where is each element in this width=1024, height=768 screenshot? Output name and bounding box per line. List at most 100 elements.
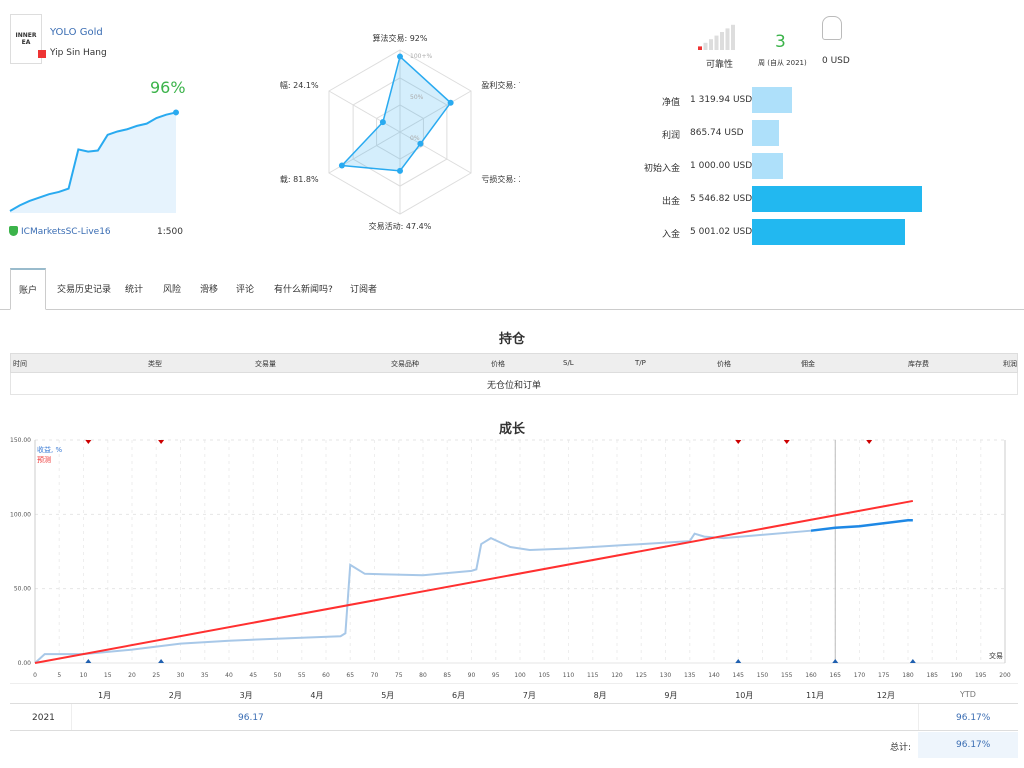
month-label: 4月 <box>310 691 324 700</box>
tab-2[interactable]: 统计 <box>125 285 144 295</box>
reliability-bar <box>725 28 730 50</box>
x-tick-label: 45 <box>249 672 257 679</box>
x-tick-label: 70 <box>371 672 379 679</box>
reliability-bar <box>714 35 719 50</box>
month-label: 5月 <box>381 691 395 700</box>
balance-label: 出金 <box>661 197 680 207</box>
positions-empty-row: 无仓位和订单 <box>10 373 1018 395</box>
series-line-1 <box>810 519 913 532</box>
tab-bar: 账户 交易历史记录 统计 风险 滑移 评论 有什么新闻吗? 订阅者 <box>0 268 1024 310</box>
column-header[interactable]: 利润 <box>1003 360 1017 368</box>
x-tick-label: 40 <box>225 672 233 679</box>
leverage: 1:500 <box>157 227 183 237</box>
deposit-marker <box>158 659 165 663</box>
withdrawal-marker <box>866 440 873 444</box>
total-value: 96.17% <box>918 732 1018 758</box>
x-tick-label: 55 <box>298 672 306 679</box>
radar-point <box>379 119 386 126</box>
x-tick-label: 115 <box>587 672 599 679</box>
tab-5[interactable]: 评论 <box>236 285 255 295</box>
radar-label: 最大跌幅: 24.1% <box>280 80 319 90</box>
tab-1[interactable]: 交易历史记录 <box>57 285 112 295</box>
radar-point <box>447 99 454 106</box>
balance-value: 1 319.94 USD <box>690 95 753 105</box>
column-header[interactable]: 时间 <box>13 360 27 368</box>
x-tick-label: 15 <box>104 672 112 679</box>
subscribers-icon <box>822 16 842 40</box>
tab-3[interactable]: 风险 <box>163 285 182 295</box>
balance-bar <box>752 87 793 113</box>
radar-point <box>338 162 345 169</box>
x-tick-label: 10 <box>80 672 88 679</box>
x-tick-label: 155 <box>781 672 793 679</box>
author-name[interactable]: Yip Sin Hang <box>50 48 107 58</box>
reliability-bar <box>703 42 708 50</box>
balance-value: 5 001.02 USD <box>690 227 753 237</box>
radar-label: 算法交易: 92% <box>372 33 427 43</box>
x-tick-label: 105 <box>539 672 551 679</box>
radar-point <box>397 53 403 60</box>
column-header[interactable]: 类型 <box>148 360 162 368</box>
month-label: 7月 <box>522 691 536 700</box>
balance-label: 利润 <box>661 131 680 141</box>
x-tick-label: 5 <box>57 672 61 679</box>
column-header[interactable]: 价格 <box>717 360 731 368</box>
signal-name[interactable]: YOLO Gold <box>50 27 103 38</box>
radar-scale-label: 100+% <box>410 53 432 60</box>
withdrawal-marker <box>735 440 742 444</box>
balance-value: 5 546.82 USD <box>690 194 753 204</box>
total-label: 总计: <box>890 743 912 753</box>
column-header[interactable]: S/L <box>563 359 574 367</box>
x-tick-label: 195 <box>975 672 987 679</box>
logo-text: INNER EA <box>15 32 37 46</box>
x-tick-label: 65 <box>346 672 354 679</box>
divider <box>71 704 72 730</box>
x-tick-label: 35 <box>201 672 209 679</box>
tab-0[interactable]: 账户 <box>10 268 46 310</box>
balance-label: 初始入金 <box>643 164 680 174</box>
withdrawal-marker <box>783 440 790 444</box>
x-tick-label: 135 <box>684 672 696 679</box>
x-tick-label: 145 <box>733 672 745 679</box>
radar-scale-label: 0% <box>410 135 420 142</box>
y-tick-label: 0.00 <box>18 660 32 667</box>
radar-chart: 算法交易: 92% 盈利交易: 71.3% 亏损交易: 28.7% 交易活动: 47.… <box>280 33 520 231</box>
x-tick-label: 30 <box>177 672 185 679</box>
series-line-2 <box>34 499 914 664</box>
balance-value: 1 000.00 USD <box>690 161 753 171</box>
column-header[interactable]: 佣金 <box>801 360 815 368</box>
reliability-bar <box>731 24 735 50</box>
growth-percent: 96% <box>150 78 186 97</box>
balance-bar <box>752 219 906 245</box>
tab-4[interactable]: 滑移 <box>200 285 219 295</box>
verified-shield-icon <box>9 226 18 236</box>
column-header[interactable]: 交易品种 <box>391 360 419 368</box>
reliability-bar <box>709 39 713 50</box>
ytd-value: 96.17% <box>956 713 991 723</box>
reliability-icon <box>698 24 735 50</box>
x-tick-label: 20 <box>128 672 136 679</box>
tab-7[interactable]: 订阅者 <box>350 285 378 295</box>
column-header[interactable]: 库存费 <box>908 360 929 368</box>
month-label: 3月 <box>239 691 253 700</box>
tab-6[interactable]: 有什么新闻吗? <box>274 285 333 295</box>
radar-axis <box>328 90 401 133</box>
radar-label: 亏损交易: 28.7% <box>481 174 520 184</box>
divider <box>918 704 919 730</box>
deposit-marker <box>909 659 916 663</box>
ytd-label: YTD <box>960 690 976 699</box>
column-header[interactable]: 价格 <box>491 360 505 368</box>
balance-bar <box>752 153 783 179</box>
month-value[interactable]: 96.17 <box>238 713 264 723</box>
subscribers-value: 0 USD <box>822 56 850 66</box>
year-row: 2021 96.17 96.17% <box>10 703 1018 731</box>
month-label: 10月 <box>735 691 754 700</box>
column-header[interactable]: T/P <box>635 359 646 367</box>
radar-point <box>397 167 403 174</box>
x-tick-label: 75 <box>395 672 403 679</box>
legend-entry: 预测 <box>37 455 51 464</box>
x-tick-label: 90 <box>468 672 476 679</box>
positions-table-header: 时间 类型 交易量 交易品种 价格 S/L T/P 价格 佣金 库存费 利润 <box>10 353 1018 373</box>
broker-server[interactable]: ICMarketsSC-Live16 <box>21 227 111 237</box>
column-header[interactable]: 交易量 <box>255 360 276 368</box>
